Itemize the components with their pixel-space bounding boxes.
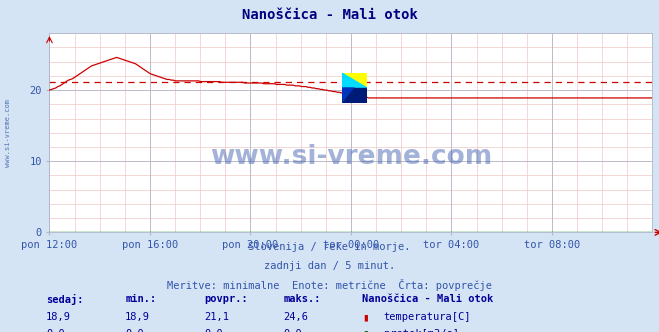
Text: Meritve: minimalne  Enote: metrične  Črta: povprečje: Meritve: minimalne Enote: metrične Črta:… [167, 279, 492, 291]
Polygon shape [342, 88, 367, 103]
Text: ▮: ▮ [362, 312, 369, 322]
Text: 0,0: 0,0 [204, 329, 223, 332]
Text: Nanoščica - Mali otok: Nanoščica - Mali otok [242, 8, 417, 22]
Text: 0,0: 0,0 [283, 329, 302, 332]
Text: 18,9: 18,9 [125, 312, 150, 322]
Text: 0,0: 0,0 [125, 329, 144, 332]
Text: sedaj:: sedaj: [46, 294, 84, 305]
Text: Slovenija / reke in morje.: Slovenija / reke in morje. [248, 242, 411, 252]
Polygon shape [342, 88, 355, 103]
Text: 18,9: 18,9 [46, 312, 71, 322]
Text: www.si-vreme.com: www.si-vreme.com [5, 99, 11, 167]
Text: 24,6: 24,6 [283, 312, 308, 322]
Text: www.si-vreme.com: www.si-vreme.com [210, 144, 492, 170]
Text: Nanoščica - Mali otok: Nanoščica - Mali otok [362, 294, 494, 304]
Text: pretok[m3/s]: pretok[m3/s] [384, 329, 459, 332]
Text: temperatura[C]: temperatura[C] [384, 312, 471, 322]
Text: 0,0: 0,0 [46, 329, 65, 332]
Text: min.:: min.: [125, 294, 156, 304]
Polygon shape [342, 73, 367, 88]
Polygon shape [342, 73, 367, 88]
Text: maks.:: maks.: [283, 294, 321, 304]
Text: zadnji dan / 5 minut.: zadnji dan / 5 minut. [264, 261, 395, 271]
Text: povpr.:: povpr.: [204, 294, 248, 304]
Text: ▮: ▮ [362, 329, 369, 332]
Text: 21,1: 21,1 [204, 312, 229, 322]
